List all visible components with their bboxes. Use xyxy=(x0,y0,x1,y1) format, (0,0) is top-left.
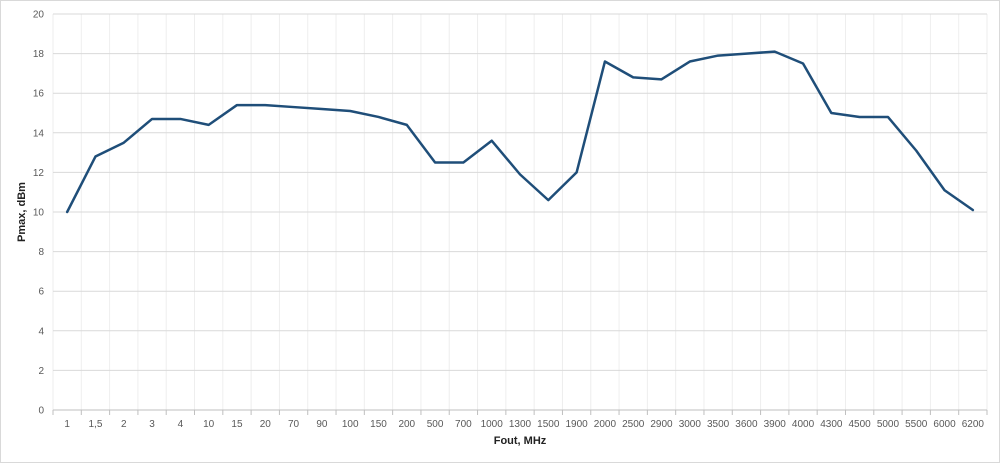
x-tick-label: 2500 xyxy=(622,419,645,430)
x-tick-label: 1900 xyxy=(565,419,588,430)
x-tick-label: 2900 xyxy=(650,419,673,430)
x-tick-labels: 1 1,5 2 3 4 10 15 20 70 90 100 150 200 500 700 1000 1300… xyxy=(64,419,984,430)
y-tick-label: 2 xyxy=(38,366,44,377)
major-gridlines xyxy=(53,13,987,371)
x-tick-label: 2000 xyxy=(594,419,617,430)
x-tick-label: 4 xyxy=(178,419,184,430)
x-tick-label: 5500 xyxy=(905,419,928,430)
x-tick-label: 5000 xyxy=(877,419,900,430)
x-tick-label: 1,5 xyxy=(89,419,103,430)
x-tick-label: 3900 xyxy=(764,419,787,430)
y-tick-label: 18 xyxy=(33,49,45,60)
y-tick-label: 0 xyxy=(38,406,44,417)
x-tick-label: 3600 xyxy=(735,419,758,430)
x-tick-label: 1500 xyxy=(537,419,560,430)
x-tick-label: 4300 xyxy=(820,419,843,430)
y-tick-label: 10 xyxy=(33,208,45,219)
x-tick-label: 15 xyxy=(231,419,243,430)
x-tick-label: 700 xyxy=(455,419,472,430)
y-axis-title: Pmax, dBm xyxy=(16,182,28,242)
series-line xyxy=(65,50,975,214)
x-tick-label: 500 xyxy=(427,419,444,430)
y-tick-label: 8 xyxy=(38,247,44,258)
x-tick-label: 10 xyxy=(203,419,215,430)
y-tick-label: 20 xyxy=(33,10,45,21)
x-tick-label: 4500 xyxy=(849,419,872,430)
x-tick-label: 200 xyxy=(398,419,415,430)
y-tick-label: 12 xyxy=(33,168,45,179)
x-tick-label: 1 xyxy=(64,419,70,430)
x-tick-label: 90 xyxy=(316,419,328,430)
x-tick-label: 150 xyxy=(370,419,387,430)
x-tick-label: 1000 xyxy=(481,419,504,430)
x-tick-label: 3500 xyxy=(707,419,730,430)
x-tick-label: 6000 xyxy=(933,419,956,430)
x-tick-label: 70 xyxy=(288,419,300,430)
x-tick-label: 1300 xyxy=(509,419,532,430)
y-tick-labels: 0 2 4 6 8 10 12 14 16 18 20 xyxy=(33,10,45,417)
y-tick-label: 14 xyxy=(33,128,45,139)
x-tick-label: 3000 xyxy=(679,419,702,430)
series-group xyxy=(65,50,975,214)
axes xyxy=(52,409,988,415)
x-axis-title: Fout, MHz xyxy=(494,435,547,447)
x-tick-label: 20 xyxy=(260,419,272,430)
x-tick-label: 2 xyxy=(121,419,127,430)
y-tick-label: 6 xyxy=(38,287,44,298)
x-tick-label: 4000 xyxy=(792,419,815,430)
y-tick-label: 16 xyxy=(33,89,45,100)
y-tick-label: 4 xyxy=(38,326,44,337)
x-tick-label: 3 xyxy=(149,419,155,430)
x-tick-label: 6200 xyxy=(962,419,985,430)
x-tick-label: 100 xyxy=(342,419,359,430)
